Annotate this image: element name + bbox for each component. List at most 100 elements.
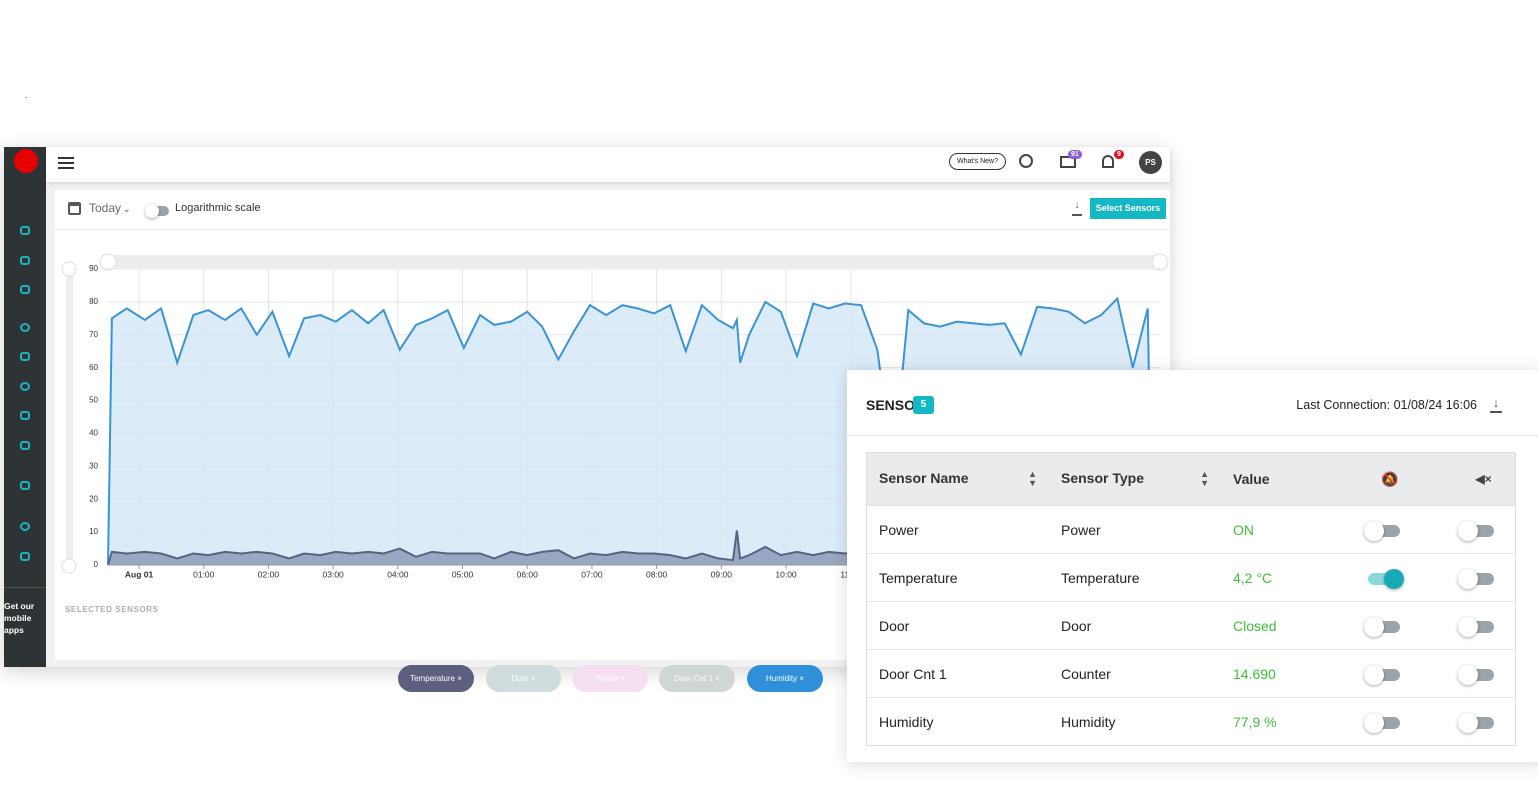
column-header[interactable]: Sensor Type ▲ ▼ [1049, 452, 1221, 506]
calendar-icon[interactable] [68, 202, 81, 215]
sensor-chip[interactable]: Door Cnt 1 × [659, 665, 735, 692]
y-tick-label: 0 [94, 560, 99, 569]
sensor-row: Door Door Closed [866, 601, 1516, 650]
nav-icon[interactable] [20, 323, 30, 332]
nav-icon[interactable] [20, 441, 30, 450]
mobile-apps-link[interactable]: Get our mobile apps [4, 587, 46, 636]
toggle-cell [1440, 505, 1516, 554]
chip-label: Door [511, 674, 529, 683]
toggle-cell [1440, 601, 1516, 650]
x-tick-label: 01:00 [193, 569, 215, 579]
x-tick-label: 03:00 [323, 569, 345, 579]
y-tick-label: 40 [89, 429, 98, 438]
slider-handle[interactable] [61, 261, 77, 277]
chip-label: Door Cnt 1 [674, 674, 713, 683]
x-tick-label: 07:00 [581, 569, 603, 579]
nav-icon[interactable] [20, 411, 30, 420]
slider-handle[interactable] [99, 253, 117, 271]
mute-toggle[interactable] [1457, 568, 1494, 589]
column-header: Value [1221, 452, 1328, 506]
alarm-toggle[interactable] [1364, 616, 1400, 637]
slider-handle[interactable] [61, 558, 77, 574]
y-tick-label: 90 [89, 264, 98, 273]
sensor-value: 4,2 °C [1221, 553, 1328, 602]
sort-icon[interactable]: ▲ ▼ [1028, 469, 1037, 488]
select-sensors-button[interactable]: Select Sensors [1090, 198, 1166, 219]
alarm-toggle[interactable] [1364, 664, 1400, 685]
sidebar: Get our mobile apps [4, 147, 46, 667]
nav-icon[interactable] [20, 285, 30, 294]
alarm-toggle[interactable] [1364, 520, 1400, 541]
nav-icon[interactable] [20, 552, 30, 561]
sensor-chip[interactable]: Temperature × [398, 665, 474, 692]
toggle-cell [1440, 553, 1516, 602]
nav-icon[interactable] [20, 256, 30, 265]
menu-button[interactable] [58, 157, 74, 159]
notifications-icon[interactable] [1102, 155, 1114, 168]
mute-toggle[interactable] [1457, 712, 1494, 733]
sensor-row: Humidity Humidity 77,9 % [866, 697, 1516, 746]
alarm-toggle[interactable] [1368, 568, 1404, 589]
slider-handle[interactable] [1151, 253, 1169, 271]
toggle-knob [1457, 520, 1478, 541]
sensor-chip[interactable]: Power × [572, 665, 648, 692]
mute-toggle[interactable] [1457, 664, 1494, 685]
nav-icon[interactable] [20, 382, 30, 391]
column-header[interactable]: Sensor Name ▲ ▼ [866, 452, 1049, 506]
nav-icon[interactable] [20, 522, 30, 531]
sort-icon[interactable]: ▲ ▼ [1200, 469, 1209, 488]
toggle-cell [1328, 649, 1440, 698]
x-tick-label: 08:00 [646, 569, 668, 579]
dot: . [25, 90, 28, 100]
download-icon[interactable]: ↓ [1490, 396, 1502, 413]
mute-toggle[interactable] [1457, 616, 1494, 637]
sensor-name: Power [866, 505, 1049, 554]
y-tick-label: 10 [89, 527, 98, 536]
sensor-name: Humidity [866, 697, 1049, 746]
support-icon[interactable] [1019, 154, 1033, 168]
date-range[interactable]: Today [89, 201, 122, 215]
toggle-knob [1364, 664, 1384, 685]
column-label: Sensor Name [879, 470, 969, 486]
whats-new-button[interactable]: What's New? [949, 153, 1006, 170]
notifications-badge: 9 [1114, 150, 1124, 159]
toggle-cell [1328, 601, 1440, 650]
chevron[interactable]: ⌄ [123, 204, 131, 214]
y-range-slider[interactable] [66, 265, 73, 567]
sensor-value: 14.690 [1221, 649, 1328, 698]
y-tick-label: 30 [89, 461, 98, 470]
x-tick-label: 05:00 [452, 569, 474, 579]
toggle-cell [1328, 697, 1440, 746]
sensor-value: Closed [1221, 601, 1328, 650]
sensor-chip[interactable]: Door × [486, 665, 561, 692]
download-icon[interactable]: ↓ [1072, 201, 1082, 216]
mute-toggle[interactable] [1457, 520, 1494, 541]
messages-badge: 91 [1068, 150, 1082, 159]
y-tick-label: 20 [89, 494, 98, 503]
sensor-row: Temperature Temperature 4,2 °C [866, 553, 1516, 602]
avatar[interactable]: PS [1139, 151, 1162, 174]
sensor-type: Counter [1049, 649, 1221, 698]
sensor-row: Power Power ON [866, 505, 1516, 554]
line [107, 296, 1154, 566]
nav-icon[interactable] [20, 226, 30, 235]
logo[interactable] [14, 149, 38, 173]
nav-icon[interactable] [20, 481, 30, 490]
alarm-toggle[interactable] [1364, 712, 1400, 733]
sensor-type: Humidity [1049, 697, 1221, 746]
sensor-name: Door Cnt 1 [866, 649, 1049, 698]
toggle-knob [1364, 712, 1384, 733]
log-scale-toggle[interactable] [145, 203, 169, 218]
last-connection: Last Connection: 01/08/24 16:06 [1296, 398, 1477, 412]
topbar: What's New? 91 9 PS [46, 147, 1170, 182]
range-slider[interactable] [108, 255, 1160, 268]
nav-icon[interactable] [20, 352, 30, 361]
alarm-header-icon: 🔕 [1328, 452, 1440, 506]
sensor-type: Temperature [1049, 553, 1221, 602]
sensor-row: Door Cnt 1 Counter 14.690 [866, 649, 1516, 698]
sensor-chip[interactable]: Humidity × [747, 665, 823, 692]
table-body: Power Power ON Temperature Temperature 4,2 °C… [866, 505, 1516, 746]
toggle-knob [1457, 616, 1478, 637]
divider [55, 229, 1170, 230]
